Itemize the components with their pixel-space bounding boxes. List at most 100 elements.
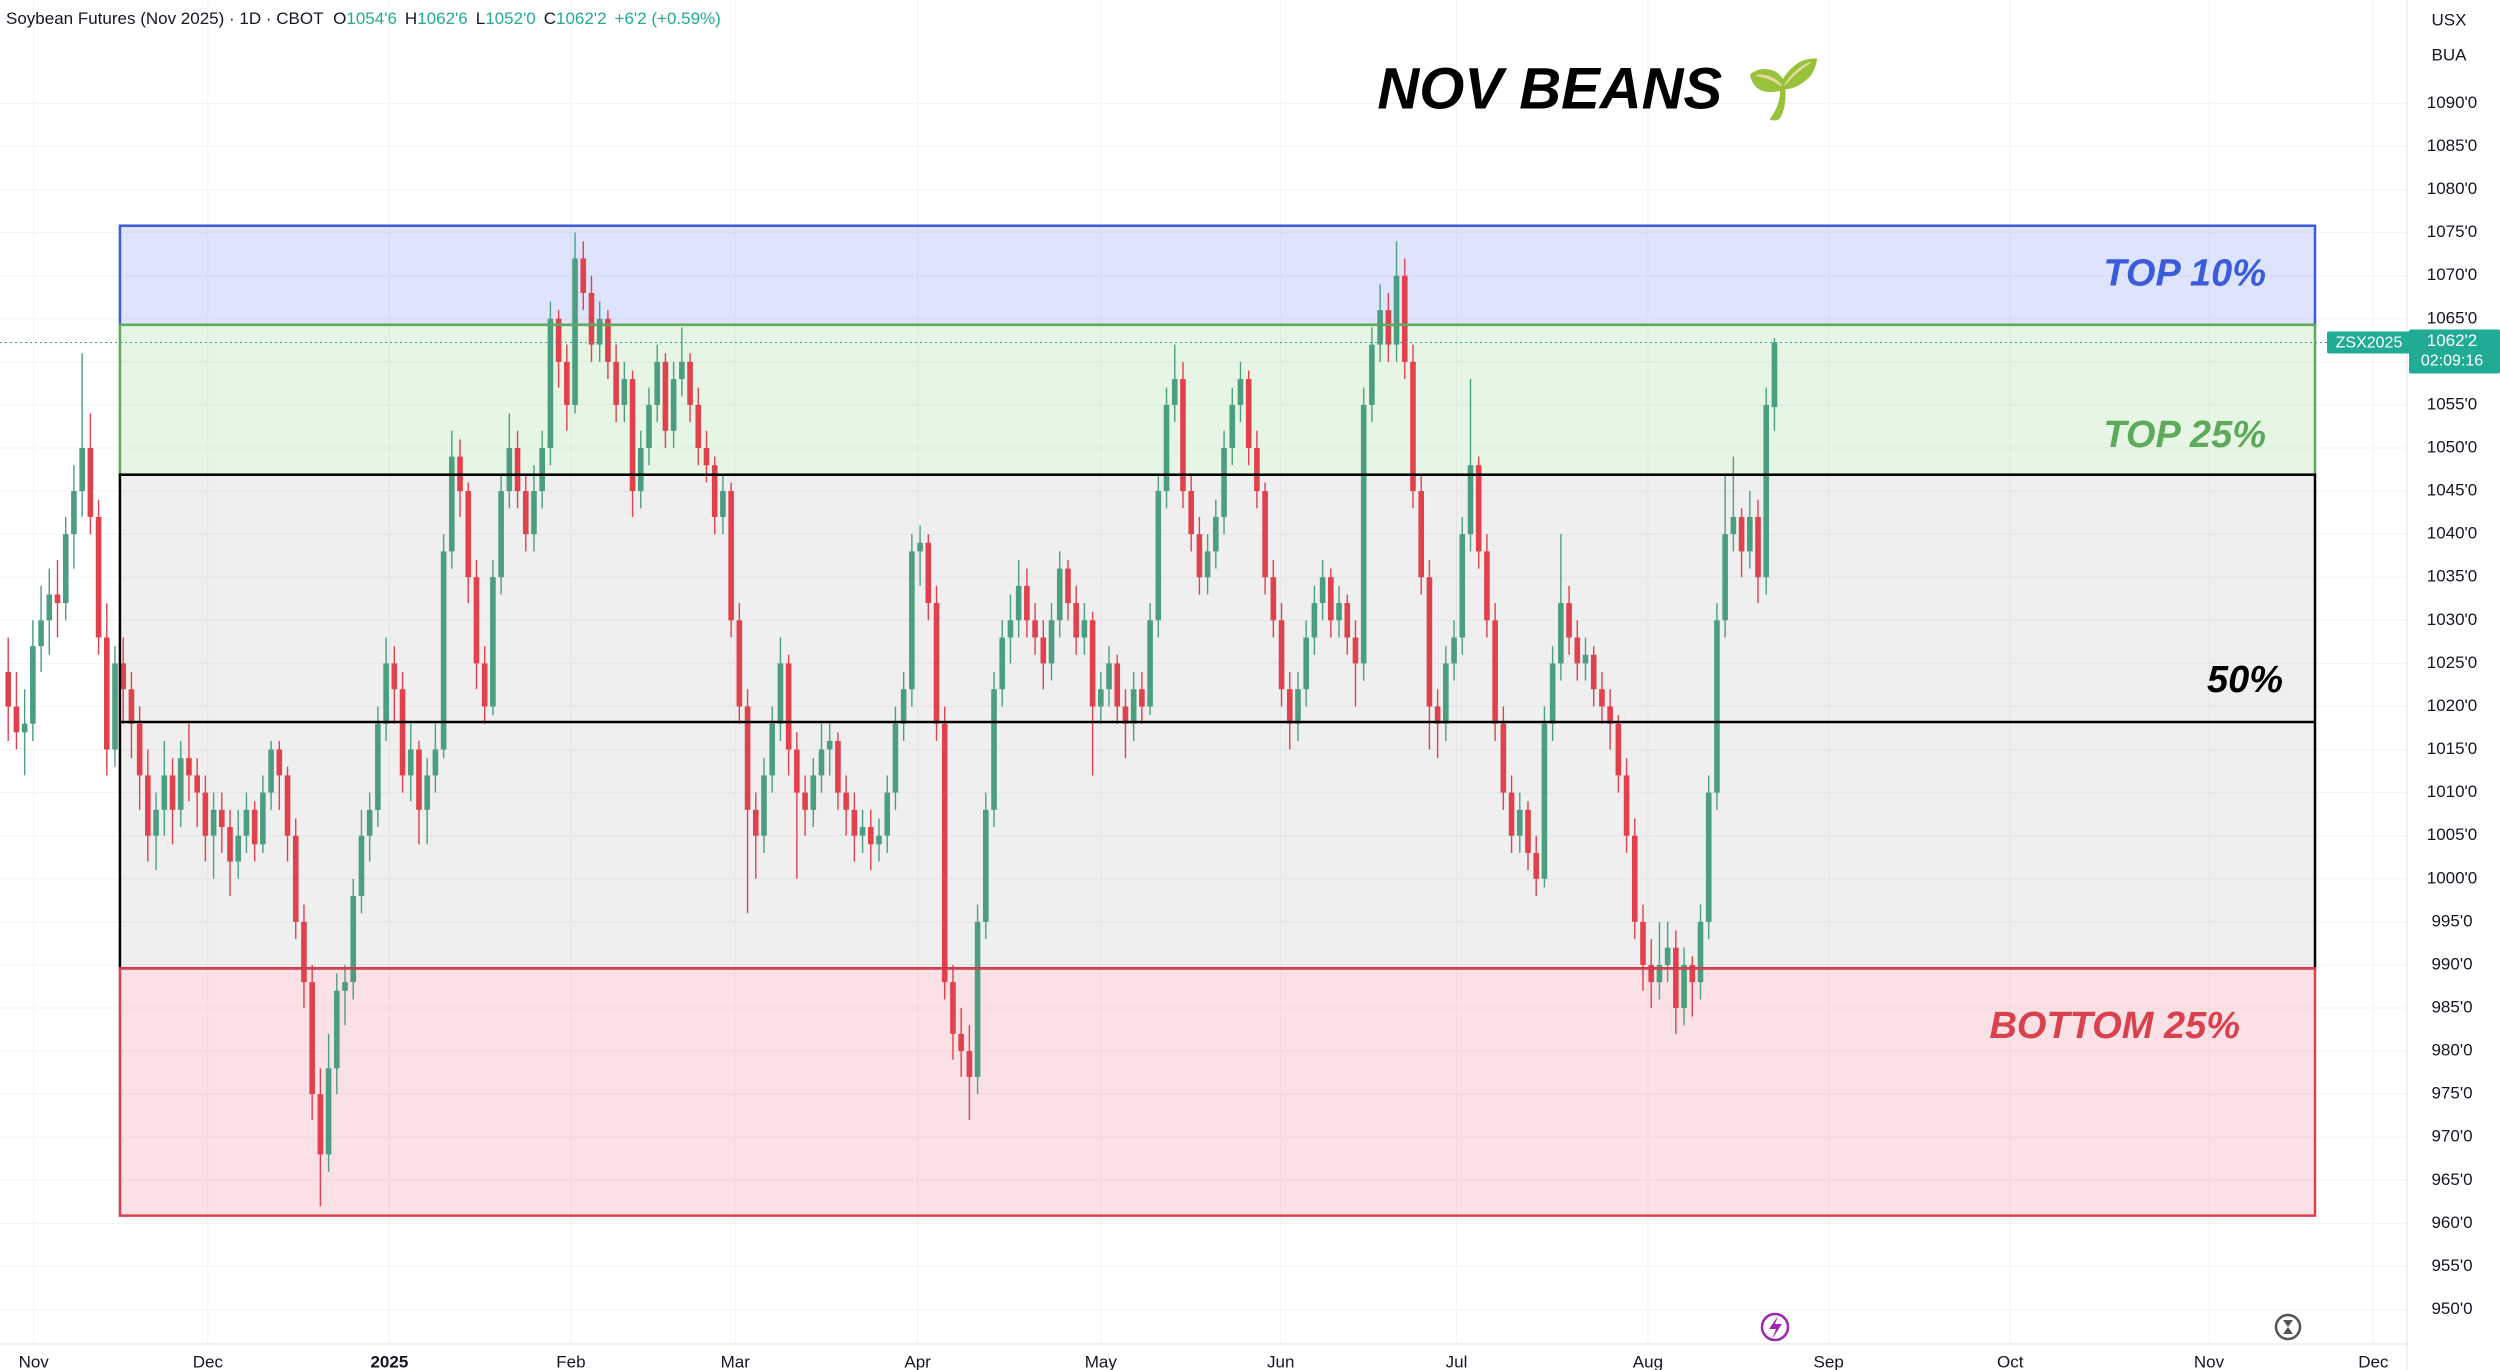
candle-body: [251, 809, 258, 845]
header: Soybean Futures (Nov 2025) · 1D · CBOT O1…: [6, 9, 721, 28]
change: +6'2 (+0.59%): [615, 9, 721, 28]
candle-body: [391, 663, 398, 690]
candle-body: [5, 672, 12, 707]
candle-body: [325, 1068, 332, 1155]
y-tick-label: 1070'0: [2427, 265, 2478, 284]
candle-body: [1147, 620, 1153, 707]
candle-body: [1705, 792, 1712, 922]
candle-body: [1007, 620, 1014, 638]
candle-body: [1418, 491, 1424, 578]
candle-body: [728, 491, 734, 621]
candle-body: [629, 379, 636, 492]
candle-body: [670, 379, 677, 431]
candle-body: [1196, 534, 1203, 578]
candle-body: [1171, 379, 1178, 405]
candle-body: [1746, 516, 1753, 552]
candle-body: [399, 689, 406, 776]
candle-body: [777, 663, 784, 724]
symbol-label: ZSX2025: [2336, 335, 2403, 352]
zone: [119, 324, 2315, 475]
candle-body: [1032, 620, 1038, 638]
y-tick-label: 1000'0: [2427, 868, 2478, 887]
y-tick-label: 960'0: [2431, 1213, 2472, 1232]
candle-body: [1254, 448, 1260, 492]
candle-body: [1369, 344, 1375, 405]
candle-body: [112, 663, 118, 750]
y-tick-label: 1020'0: [2427, 696, 2478, 715]
icon[interactable]: [2274, 1313, 2302, 1341]
y-tick-label: 1010'0: [2427, 782, 2478, 801]
candle-body: [1730, 516, 1737, 535]
candle-body: [1295, 689, 1301, 724]
candle-body: [506, 448, 513, 492]
x-tick-label: May: [1085, 1352, 1118, 1370]
candles: [5, 232, 1778, 1207]
candle-body: [909, 551, 915, 690]
x-tick-label: Jun: [1267, 1352, 1294, 1370]
candle-body: [136, 723, 143, 776]
candle-body: [1631, 835, 1638, 922]
candle-body: [1213, 516, 1219, 552]
candle-body: [202, 792, 209, 836]
candle-body: [498, 491, 504, 578]
y-tick-label: 980'0: [2431, 1041, 2472, 1060]
candle-body: [917, 542, 923, 552]
icon[interactable]: [1760, 1312, 1790, 1342]
candle-body: [859, 827, 866, 836]
candle-body: [1714, 620, 1720, 793]
candle-body: [1311, 603, 1318, 638]
y-tick-label: 985'0: [2431, 997, 2472, 1016]
candle-body: [1533, 852, 1540, 879]
candle-body: [539, 448, 545, 492]
candle-body: [555, 318, 562, 362]
candle-body: [284, 775, 291, 836]
x-tick-label: Sep: [1814, 1352, 1844, 1370]
candle-body: [983, 809, 989, 922]
ohlc-value: 1062'2: [556, 9, 607, 28]
x-tick-label: Jul: [1446, 1352, 1468, 1370]
candle-body: [531, 491, 537, 535]
candle-body: [1599, 689, 1605, 707]
y-tick-label: 1040'0: [2427, 524, 2478, 543]
candle-body: [145, 775, 151, 836]
candle-body: [1475, 465, 1482, 552]
candle-body: [358, 835, 365, 896]
candle-body: [876, 835, 882, 845]
candle-body: [621, 379, 628, 405]
y-tick-label: 990'0: [2431, 954, 2472, 973]
candle-body: [933, 603, 940, 724]
candle-body: [1081, 620, 1088, 638]
candle-body: [13, 706, 20, 733]
candle-body: [219, 809, 225, 828]
candle-body: [46, 594, 53, 621]
candle-body: [1344, 603, 1351, 638]
candle-body: [375, 723, 381, 810]
x-tick-label: Mar: [721, 1352, 751, 1370]
x-tick-label: Nov: [2194, 1352, 2225, 1370]
candle-body: [1500, 723, 1507, 793]
candle-body: [752, 809, 759, 836]
candle-body: [440, 551, 447, 750]
candle-body: [1401, 275, 1408, 362]
candle-body: [424, 775, 430, 810]
candle-body: [194, 775, 200, 793]
candle-body: [744, 706, 751, 810]
x-tick-label: Oct: [1997, 1352, 2024, 1370]
candle-body: [1525, 809, 1531, 853]
candle-body: [1508, 792, 1515, 836]
currency: USX: [2432, 10, 2467, 29]
y-tick-label: 1065'0: [2427, 308, 2478, 327]
candle-body: [1328, 577, 1334, 621]
candle-body: [1664, 947, 1671, 965]
candle-body: [1492, 620, 1498, 724]
ohlc-key: H: [405, 9, 417, 28]
candle-body: [1771, 342, 1778, 408]
candle-body: [1056, 568, 1063, 621]
candle-body: [1098, 689, 1104, 707]
candle-body: [720, 491, 726, 517]
x-tick-label: Dec: [193, 1352, 224, 1370]
candle-body: [1673, 947, 1679, 1008]
candle-body: [473, 577, 480, 664]
candle-body: [687, 361, 693, 405]
candle-body: [1139, 689, 1145, 707]
